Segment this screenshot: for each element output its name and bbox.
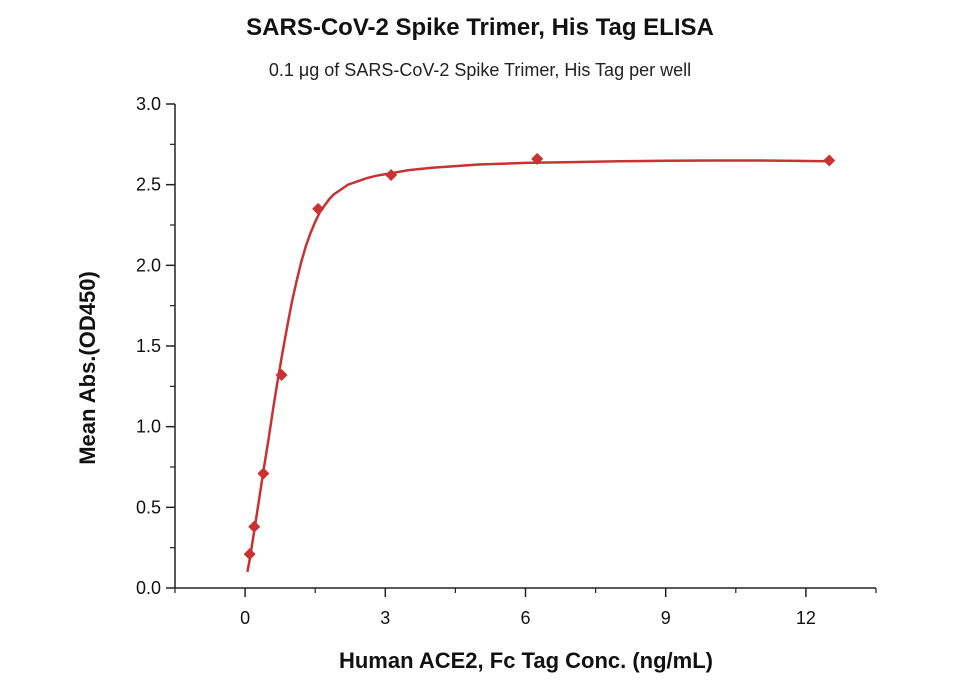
- data-point: [275, 369, 288, 382]
- x-tick-label: 9: [661, 608, 671, 628]
- data-point: [823, 154, 836, 167]
- data-point: [243, 548, 256, 561]
- y-axis-title: Mean Abs.(OD450): [75, 271, 100, 465]
- fit-curve: [246, 159, 830, 573]
- fit-curve-group: [246, 159, 830, 573]
- ticks: 0.0 0.5 1.0 1.5 2.0 2.5 3.0 0 3 6 9 12: [136, 94, 877, 628]
- y-tick-label: 0.5: [136, 497, 161, 517]
- data-point: [385, 168, 398, 181]
- y-tick-label: 1.0: [136, 417, 161, 437]
- x-tick-label: 6: [520, 608, 530, 628]
- y-tick-label: 0.0: [136, 578, 161, 598]
- y-tick-label: 1.5: [136, 336, 161, 356]
- data-point: [248, 520, 261, 533]
- y-tick-label: 2.0: [136, 255, 161, 275]
- y-tick-label: 2.5: [136, 175, 161, 195]
- data-point: [257, 467, 270, 480]
- y-tick-label: 3.0: [136, 94, 161, 114]
- x-axis-title: Human ACE2, Fc Tag Conc. (ng/mL): [339, 648, 713, 673]
- data-point: [312, 202, 325, 215]
- data-points: [243, 152, 836, 561]
- x-tick-label: 12: [796, 608, 816, 628]
- data-point: [531, 152, 544, 165]
- chart-subtitle: 0.1 μg of SARS-CoV-2 Spike Trimer, His T…: [268, 60, 692, 80]
- x-tick-label: 3: [380, 608, 390, 628]
- chart-title: SARS-CoV-2 Spike Trimer, His Tag ELISA: [246, 14, 714, 41]
- x-tick-label: 0: [240, 608, 250, 628]
- axes: [174, 104, 876, 589]
